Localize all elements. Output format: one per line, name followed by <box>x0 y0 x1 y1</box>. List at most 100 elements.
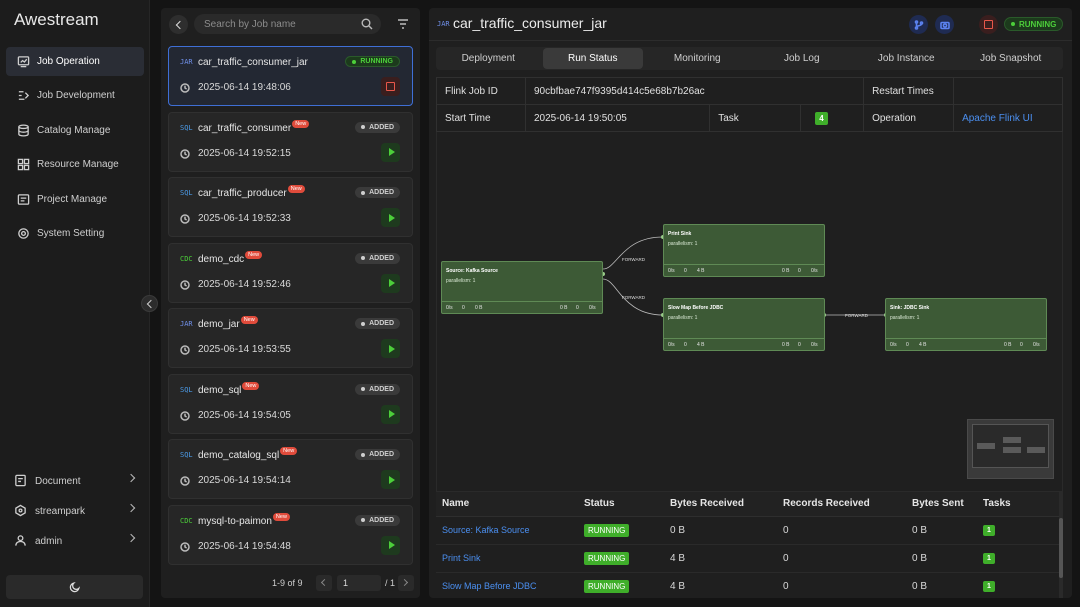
job-card[interactable]: SQL demo_sql New ADDED 2025-06-14 19:54:05 <box>168 373 413 434</box>
start-job-button[interactable] <box>381 470 400 489</box>
next-page-button[interactable] <box>398 575 414 591</box>
node-stat: 0 B <box>475 305 483 311</box>
tab-job-snapshot[interactable]: Job Snapshot <box>980 53 1042 64</box>
edge-source-print <box>602 236 664 270</box>
job-card[interactable]: SQL car_traffic_producer New ADDED 2025-06-1… <box>168 177 413 237</box>
start-job-button[interactable] <box>381 142 400 162</box>
theme-toggle-button[interactable] <box>6 575 143 599</box>
sidebar-item-label: Document <box>35 475 81 487</box>
job-card[interactable]: CDC demo_cdc New ADDED 2025-06-14 19:52:46 <box>168 242 413 303</box>
search-input[interactable] <box>204 18 354 30</box>
status-dot <box>361 125 366 129</box>
page-input[interactable] <box>337 575 381 591</box>
tab-run-status[interactable]: Run Status <box>542 48 643 69</box>
sidebar-item-job-operation[interactable]: Job Operation <box>6 47 144 76</box>
node-stat: 0 <box>576 305 579 311</box>
sidebar-item-resource-manage[interactable]: Resource Manage <box>6 150 144 179</box>
graph-node-source[interactable]: Source: Kafka Source parallelism: 1 0/s 0 0 … <box>441 261 603 314</box>
bytes-sent-cell: 0 B <box>906 572 977 598</box>
node-stats: 0/s 0 4 B 0 B 0 0/s <box>886 338 1046 350</box>
sidebar-item-label: Resource Manage <box>37 159 119 171</box>
start-time-value: 2025-06-14 19:50:05 <box>524 104 711 132</box>
sidebar-bottom: Document streampark admin <box>6 466 144 556</box>
start-job-button[interactable] <box>381 208 400 227</box>
start-job-button[interactable] <box>381 404 400 424</box>
graph-minimap[interactable] <box>967 419 1054 479</box>
chevron-right-icon <box>126 473 136 483</box>
vertex-status-tag: RUNNING <box>584 523 630 537</box>
vertex-status-cell: RUNNING <box>578 544 664 573</box>
job-status-badge: ADDED <box>355 252 400 264</box>
job-name: demo_catalog_sql New <box>198 447 298 461</box>
search-icon[interactable] <box>361 18 373 30</box>
graph-node-print-sink[interactable]: Print Sink parallelism: 1 0/s 0 4 B 0 B 0 0/s <box>663 224 825 277</box>
tab-job-instance[interactable]: Job Instance <box>877 53 935 64</box>
sidebar-item-document[interactable]: Document <box>6 466 144 496</box>
sidebar-collapse-button[interactable] <box>141 295 158 312</box>
code-icon <box>16 89 30 103</box>
sidebar-item-system-setting[interactable]: System Setting <box>6 219 144 248</box>
job-graph[interactable]: FORWARD FORWARD FORWARD Source: Kafka So… <box>436 132 1063 492</box>
node-stat: 0/s <box>811 342 818 348</box>
search-box <box>194 14 381 34</box>
stop-job-button[interactable] <box>381 77 400 96</box>
job-detail-panel: JAR car_traffic_consumer_jar RUNNING Dep… <box>429 8 1072 598</box>
job-card[interactable]: JAR demo_jar New ADDED 2025-06-14 19:53:55 <box>168 308 413 368</box>
status-text: ADDED <box>369 451 394 458</box>
start-job-button[interactable] <box>381 535 400 555</box>
node-stat: 0/s <box>668 342 675 348</box>
operation-cell: Apache Flink UI <box>953 104 1063 132</box>
node-stat: 4 B <box>919 342 927 348</box>
sidebar-item-label: System Setting <box>37 227 105 239</box>
tasks-cell: 1 <box>977 544 1063 573</box>
job-time: 2025-06-14 19:48:06 <box>198 82 291 93</box>
job-card[interactable]: JAR car_traffic_consumer_jar RUNNING 2025-0… <box>168 46 413 106</box>
camera-icon[interactable] <box>935 15 954 34</box>
node-stat: 0/s <box>890 342 897 348</box>
status-text: ADDED <box>369 516 394 524</box>
clock-icon <box>180 541 190 552</box>
branch-icon[interactable] <box>909 15 928 34</box>
vertex-status-cell: RUNNING <box>578 516 664 545</box>
column-header: Tasks <box>977 492 1063 517</box>
job-card[interactable]: SQL car_traffic_consumer New ADDED 2025-06-1… <box>168 111 413 172</box>
start-job-button[interactable] <box>381 273 400 293</box>
job-list-panel: JAR car_traffic_consumer_jar RUNNING 2025-0… <box>161 8 420 598</box>
start-job-button[interactable] <box>381 339 400 358</box>
sidebar-menu: Job Operation Job Development Catalog Ma… <box>6 47 144 253</box>
sidebar-item-user[interactable]: admin <box>6 526 144 556</box>
job-time: 2025-06-14 19:54:48 <box>198 540 291 552</box>
tab-deployment[interactable]: Deployment <box>461 53 515 64</box>
job-type-tag: JAR <box>180 320 193 328</box>
status-text: RUNNING <box>1019 19 1057 29</box>
prev-page-button[interactable] <box>316 575 332 591</box>
sidebar-item-catalog-manage[interactable]: Catalog Manage <box>6 116 144 145</box>
vertex-name-link[interactable]: Slow Map Before JDBC <box>442 580 537 591</box>
minimap-node <box>1027 447 1045 453</box>
job-id-value: 90cbfbae747f9395d414c5e68b7b26ac <box>524 77 865 105</box>
flink-ui-link[interactable]: Apache Flink UI <box>962 112 1033 124</box>
stop-job-button[interactable] <box>979 15 998 34</box>
filter-icon[interactable] <box>397 18 409 30</box>
job-card[interactable]: SQL demo_catalog_sql New ADDED 2025-06-14 19… <box>168 439 413 499</box>
minimap-viewport <box>972 424 1049 468</box>
sidebar-item-project-manage[interactable]: Project Manage <box>6 185 144 214</box>
tab-monitoring[interactable]: Monitoring <box>673 53 721 64</box>
job-time: 2025-06-14 19:53:55 <box>198 344 291 355</box>
tab-job-log[interactable]: Job Log <box>783 53 820 64</box>
vertex-name-link[interactable]: Print Sink <box>442 552 481 563</box>
sidebar-item-team[interactable]: streampark <box>6 496 144 526</box>
node-title: Print Sink <box>668 231 692 237</box>
graph-node-slow-map[interactable]: Slow Map Before JDBC parallelism: 1 0/s 0 4 … <box>663 298 825 351</box>
sidebar-item-job-development[interactable]: Job Development <box>6 81 144 110</box>
vertex-table-scrollbar[interactable] <box>1059 492 1063 598</box>
back-button[interactable] <box>169 15 188 34</box>
status-dot <box>352 59 357 64</box>
job-card[interactable]: CDC mysql-to-paimon New ADDED 2025-06-14 19:… <box>168 504 413 565</box>
scrollbar-thumb[interactable] <box>1059 518 1063 578</box>
vertex-name-link[interactable]: Source: Kafka Source <box>442 524 530 535</box>
